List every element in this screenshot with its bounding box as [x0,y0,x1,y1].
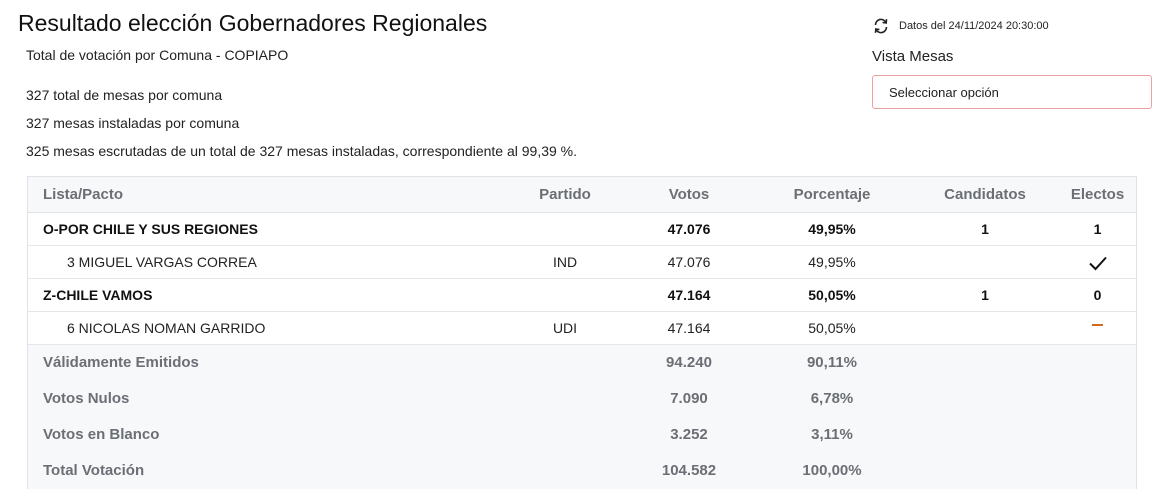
summary-label: Votos en Blanco [43,426,160,443]
cell-candidatos [911,312,1059,345]
cell-partido: UDI [552,320,578,336]
dash-icon [1092,324,1103,327]
cell-porcentaje: 50,05% [808,287,856,303]
header-candidatos: Candidatos [911,177,1059,213]
header-votos: Votos [625,177,753,213]
mesas-instaladas-text: 327 mesas instaladas por comuna [26,115,240,131]
summary-label: Válidamente Emitidos [43,354,199,372]
header-electos: Electos [1059,177,1136,213]
table-row-pacto: Z-CHILE VAMOS 47.164 50,05% 1 0 [28,278,1136,312]
header-partido: Partido [505,177,625,213]
cell-candidatos: 1 [981,287,989,303]
summary-porcentaje: 100,00% [802,462,862,479]
summary-porcentaje: 6,78% [810,390,854,407]
cell-votos: 47.076 [667,221,711,237]
summary-porcentaje: 90,11% [806,354,858,372]
cell-candidatos: 1 [981,221,989,237]
summary-row-blanco: Votos en Blanco 3.252 3,11% [28,416,1136,453]
summary-row-nulos: Votos Nulos 7.090 6,78% [28,380,1136,417]
summary-label: Total Votación [43,462,145,479]
cell-votos: 47.076 [667,254,711,270]
cell-electos [1059,312,1136,345]
cell-porcentaje: 49,95% [808,254,856,270]
cell-candidatos [911,246,1059,279]
table-row-pacto: O-POR CHILE Y SUS REGIONES 47.076 49,95%… [28,212,1136,246]
cell-name: 6 NICOLAS NOMAN GARRIDO [67,320,266,336]
select-value: Seleccionar opción [889,84,999,100]
cell-votos: 47.164 [667,287,711,303]
header-porcentaje: Porcentaje [753,177,911,213]
summary-row-validos: Válidamente Emitidos 94.240 90,11% [28,344,1136,381]
table-row-candidato: 6 NICOLAS NOMAN GARRIDO UDI 47.164 50,05… [28,311,1136,345]
header-lista-pacto: Lista/Pacto [28,177,505,213]
vista-mesas-select[interactable]: Seleccionar opción [872,75,1152,109]
cell-partido [505,213,625,246]
refresh-icon[interactable] [872,17,890,35]
summary-votos: 94.240 [666,354,712,372]
vista-mesas-label: Vista Mesas [872,48,954,65]
page-subtitle: Total de votación por Comuna - COPIAPO [26,47,289,63]
cell-electos: 1 [1093,221,1102,237]
mesas-escrutadas-text: 325 mesas escrutadas de un total de 327 … [26,143,578,159]
check-icon [1088,255,1108,271]
summary-porcentaje: 3,11% [811,426,853,443]
cell-porcentaje: 50,05% [808,320,856,336]
table-row-candidato: 3 MIGUEL VARGAS CORREA IND 47.076 49,95% [28,245,1136,279]
total-mesas-text: 327 total de mesas por comuna [26,87,223,103]
summary-row-total: Total Votación 104.582 100,00% [28,452,1136,489]
cell-partido: IND [552,254,578,270]
cell-electos: 0 [1093,287,1102,303]
cell-votos: 47.164 [667,320,711,336]
cell-name: 3 MIGUEL VARGAS CORREA [67,254,257,270]
cell-name: O-POR CHILE Y SUS REGIONES [43,221,258,237]
summary-votos: 104.582 [661,462,717,479]
page-title: Resultado elección Gobernadores Regional… [18,10,488,36]
summary-votos: 3.252 [670,426,708,443]
results-table: Lista/Pacto Partido Votos Porcentaje Can… [27,176,1137,489]
data-timestamp-row: Datos del 24/11/2024 20:30:00 [872,17,1049,35]
summary-label: Votos Nulos [43,390,130,407]
cell-partido [505,279,625,312]
data-timestamp: Datos del 24/11/2024 20:30:00 [899,20,1049,32]
cell-name: Z-CHILE VAMOS [43,287,153,303]
cell-electos [1059,246,1136,279]
cell-porcentaje: 49,95% [808,221,856,237]
summary-votos: 7.090 [670,390,708,407]
